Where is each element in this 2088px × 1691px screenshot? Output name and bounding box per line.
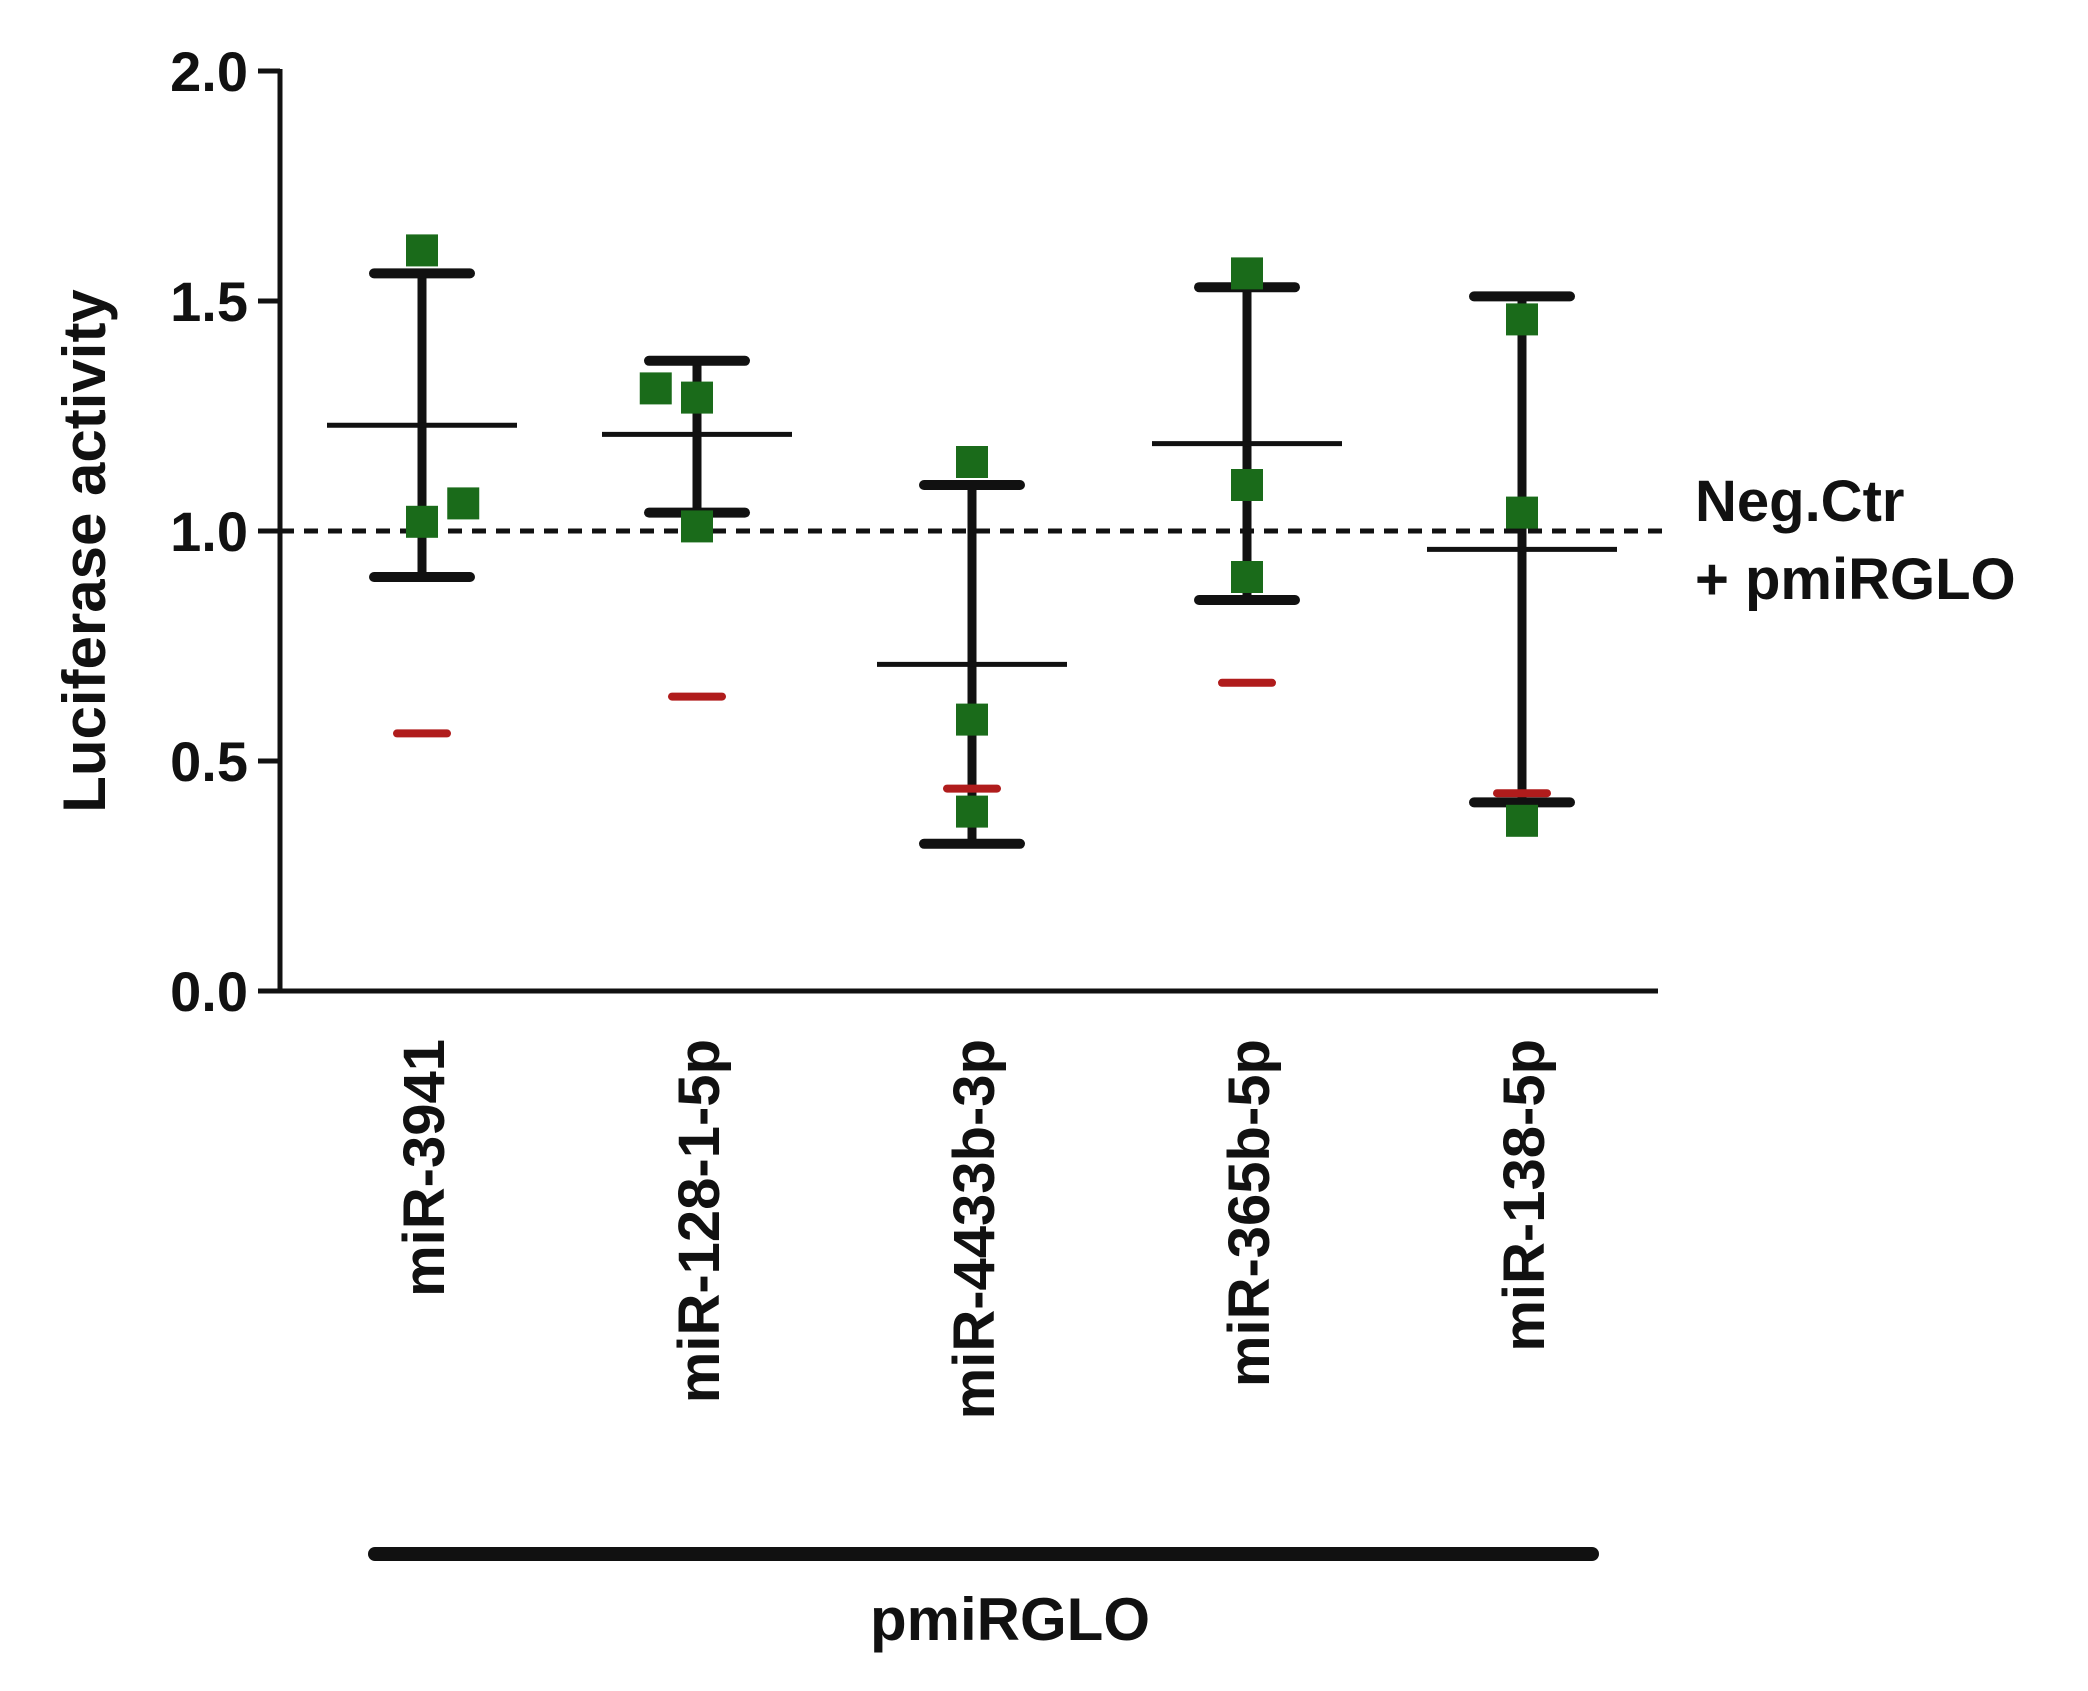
y-axis-title: Luciferase activity [51,289,118,813]
reference-label-line1: Neg.Ctr [1695,469,1904,534]
data-point [1231,561,1263,593]
data-point [956,795,988,828]
data-point [681,510,713,543]
data-point [1506,496,1538,529]
data-point [406,505,438,538]
data-point [1231,257,1263,290]
data-point [447,487,480,520]
data-point [1231,469,1263,501]
y-tick-label: 1.0 [170,500,248,563]
data-point [1506,303,1538,336]
data-point [639,372,672,405]
y-tick-label: 0.0 [170,960,248,1023]
y-tick-label: 1.5 [170,270,248,333]
x-category-label: miR-365b-5p [1217,1039,1282,1387]
x-category-label: miR-3941 [392,1039,457,1297]
data-point [406,234,438,267]
x-category-label: miR-4433b-3p [942,1039,1007,1419]
y-axis-ticks: 0.0 0.5 1.0 1.5 2.0 [170,40,280,1023]
reference-label-line2: + pmiRGLO [1695,547,2016,612]
x-category-label: miR-138-5p [1492,1039,1557,1352]
data-point [956,703,988,736]
x-axis-labels: miR-3941 miR-128-1-5p miR-4433b-3p miR-365b… [392,1039,1557,1419]
group-label: pmiRGLO [870,1586,1150,1653]
data-marks [327,234,1617,849]
data-point [681,381,713,414]
y-tick-label: 0.5 [170,730,248,793]
y-tick-label: 2.0 [170,40,248,103]
data-point [956,446,988,478]
data-point [1506,804,1538,837]
x-category-label: miR-128-1-5p [667,1039,732,1403]
